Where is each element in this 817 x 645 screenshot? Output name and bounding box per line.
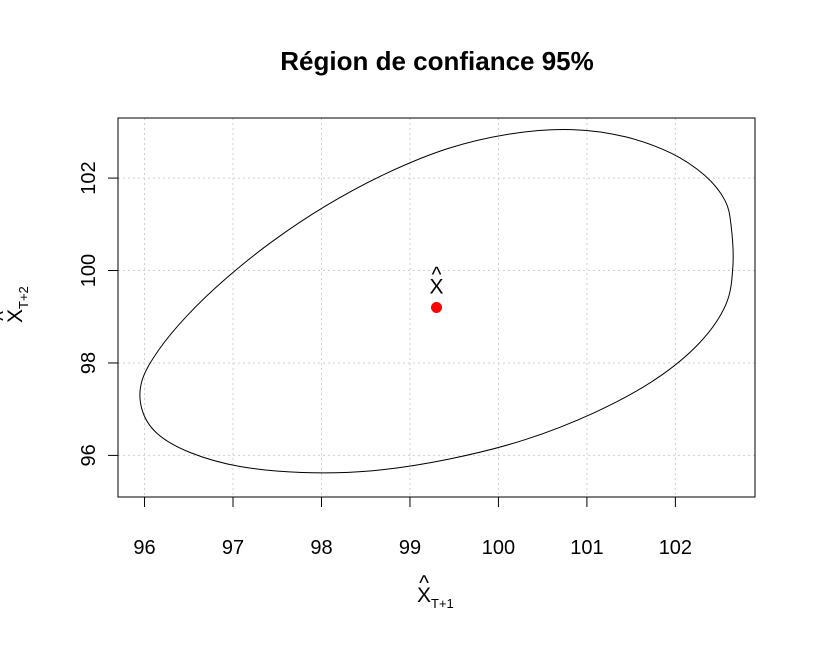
point-label-hat: ^ [432,264,442,287]
y-tick-label: 100 [78,254,100,287]
x-tick-label: 101 [570,537,603,559]
grid [118,118,755,497]
confidence-ellipse [139,128,734,474]
y-tick-label: 102 [78,161,100,194]
y-tick-label: 96 [78,444,100,466]
point-label-base: X [429,276,443,299]
y-axis-label-hat: ^ [0,311,15,321]
x-axis-label: ^ X T+1 [417,572,454,611]
x-tick-label: 97 [222,537,244,559]
x-axis: 96 97 98 99 100 101 102 [133,496,692,559]
y-axis-label-base: X [4,309,27,323]
x-axis-label-hat: ^ [419,572,429,595]
x-tick-label: 96 [133,537,155,559]
x-axis-label-base: X [417,584,431,607]
x-axis-label-sub: T+1 [431,596,454,611]
x-tick-label: 100 [482,537,515,559]
chart-title: Région de confiance 95% [280,46,594,76]
y-axis-label-sub: T+2 [16,286,31,309]
y-tick-label: 98 [78,352,100,374]
y-axis-label: ^ X T+2 [0,286,31,323]
point-label: ^ X [429,264,443,299]
point-estimate [431,302,442,313]
x-tick-label: 98 [310,537,332,559]
x-tick-label: 99 [399,537,421,559]
x-tick-label: 102 [659,537,692,559]
y-axis: 96 98 100 102 [78,161,119,467]
